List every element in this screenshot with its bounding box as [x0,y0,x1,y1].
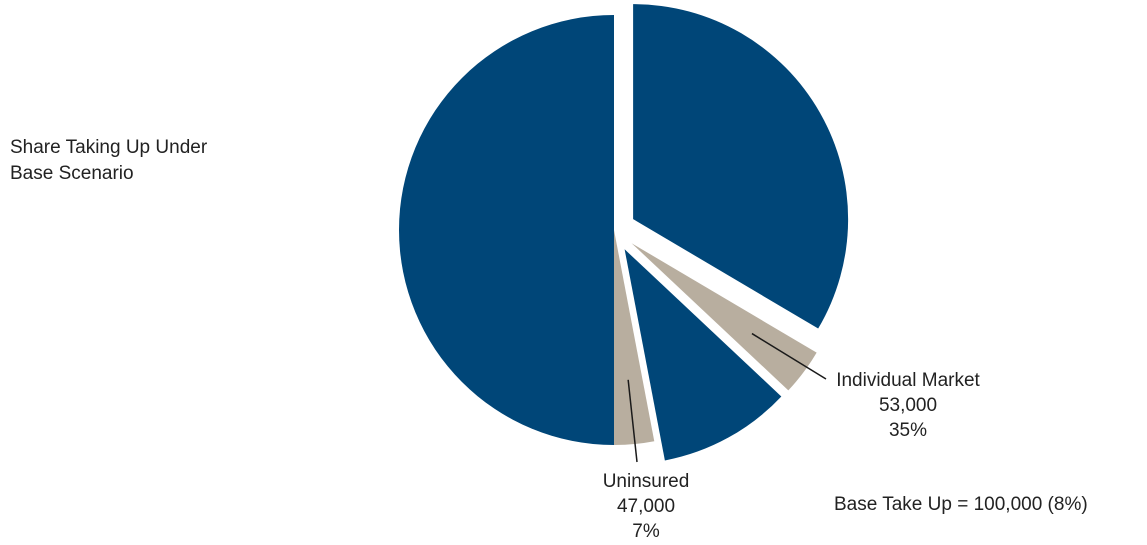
annotation-uninsured-percent: 7% [632,521,660,542]
annotation-uninsured-value: 47,000 [617,496,675,517]
chart-title: Share Taking Up Under Base Scenario [10,137,212,184]
annotation-individual-market: Individual Market 53,000 35% [836,370,980,441]
tan-slice-uninsured [614,230,655,445]
blue-slice-3 [399,15,614,445]
leader-line-2 [627,379,638,463]
pie-slices [399,4,849,461]
blue-slice-1 [633,4,849,329]
base-take-up-note: Base Take Up = 100,000 (8%) [834,494,1088,515]
annotation-uninsured: Uninsured 47,000 7% [603,471,690,542]
blue-slice-2 [624,249,782,461]
annotation-individual-market-label: Individual Market [836,370,980,391]
annotation-individual-market-value: 53,000 [879,395,937,416]
chart-title-line-1: Share Taking Up Under [10,137,208,158]
annotation-uninsured-label: Uninsured [603,471,690,492]
leader-line-1 [751,332,827,380]
annotation-individual-market-percent: 35% [889,420,927,441]
tan-slice-individual-market [631,243,817,391]
chart-title-line-2: Base Scenario [10,163,134,184]
leader-lines [627,332,827,463]
